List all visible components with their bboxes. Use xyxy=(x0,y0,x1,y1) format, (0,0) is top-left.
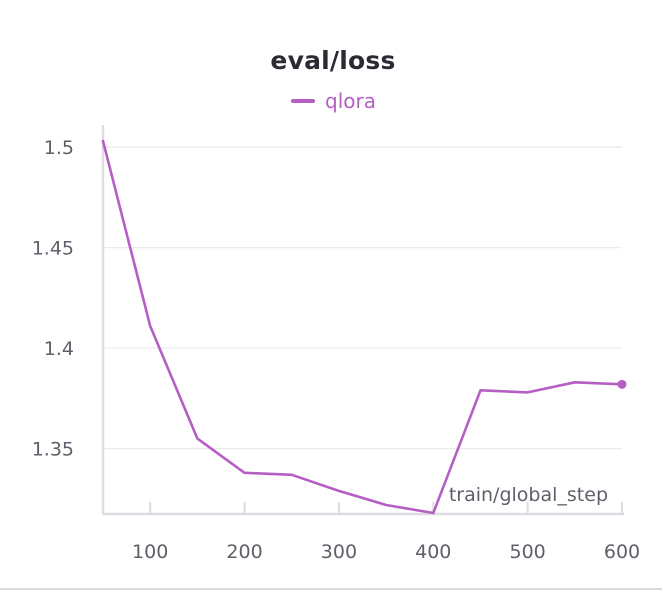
legend-label-qlora: qlora xyxy=(325,89,376,113)
axes xyxy=(101,125,624,516)
series-endpoint-marker xyxy=(617,379,627,389)
x-tick-label-4: 500 xyxy=(510,541,546,563)
y-tick-label-3: 1.35 xyxy=(32,439,74,461)
x-tick-label-2: 300 xyxy=(321,541,357,563)
panel-bottom-border xyxy=(0,588,662,590)
series-layer xyxy=(101,139,627,515)
y-tick-label-1: 1.45 xyxy=(32,238,74,260)
tick-labels: 1.5 1.45 1.4 1.35 100 200 300 400 500 600 xyxy=(32,137,640,563)
x-tick-label-0: 100 xyxy=(132,541,168,563)
chart-title: eval/loss xyxy=(270,46,396,75)
y-tick-label-2: 1.4 xyxy=(44,338,74,360)
legend[interactable]: qlora xyxy=(291,88,376,114)
x-tick-label-3: 400 xyxy=(415,541,451,563)
x-tick-label-1: 200 xyxy=(226,541,262,563)
x-axis-title: train/global_step xyxy=(449,484,608,506)
gridlines xyxy=(103,146,622,450)
x-tick-label-5: 600 xyxy=(604,541,640,563)
legend-swatch-qlora xyxy=(291,99,315,103)
y-tick-label-0: 1.5 xyxy=(44,137,74,159)
series-line-qlora xyxy=(101,139,624,515)
